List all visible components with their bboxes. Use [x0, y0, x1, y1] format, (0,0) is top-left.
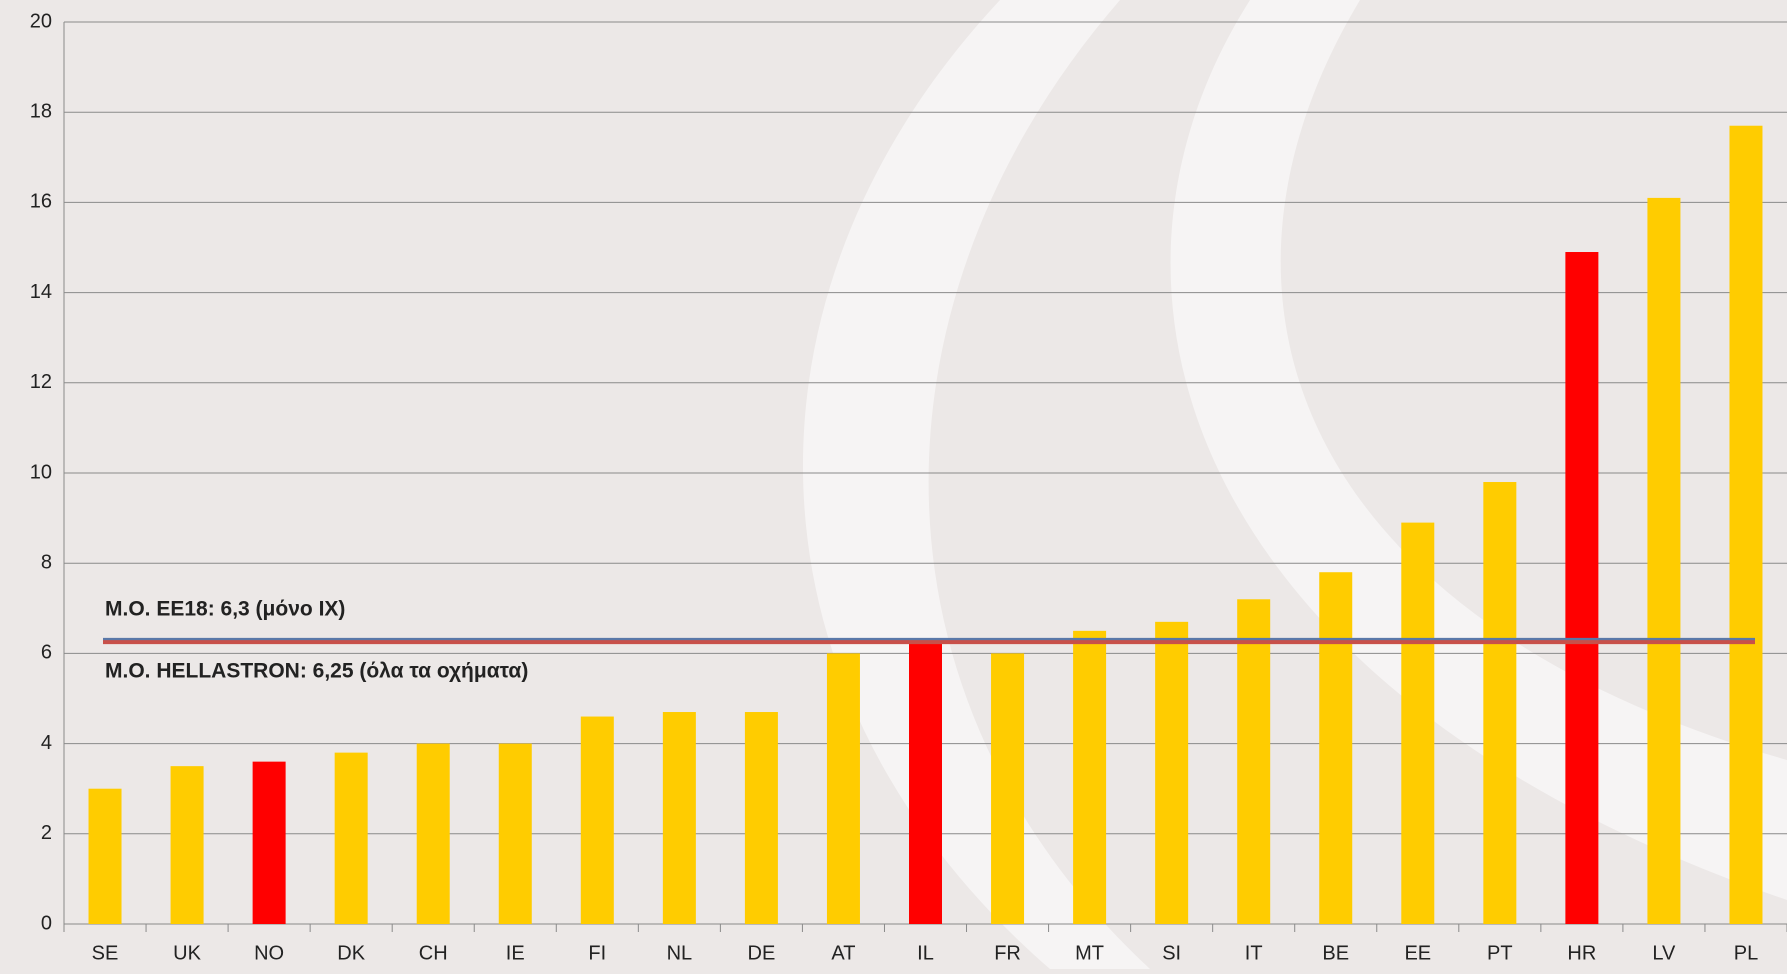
bar — [1155, 621, 1189, 924]
y-tick-label: 0 — [41, 912, 52, 934]
bar — [1237, 599, 1271, 924]
y-tick-label: 16 — [30, 191, 52, 213]
x-tick-label: MT — [1075, 942, 1104, 964]
y-tick-label: 14 — [30, 281, 52, 303]
x-tick-label: PL — [1734, 942, 1758, 964]
bar — [1647, 197, 1681, 924]
x-tick-label: SI — [1162, 942, 1181, 964]
x-tick-label: BE — [1322, 942, 1349, 964]
x-tick-label: IL — [917, 942, 934, 964]
x-tick-label: IT — [1245, 942, 1263, 964]
bar — [1073, 630, 1107, 924]
annotation: Μ.Ο. ΕΕ18: 6,3 (μόνο ΙΧ) — [105, 597, 345, 620]
decor — [802, 0, 1150, 969]
bar — [580, 716, 614, 924]
bar — [991, 653, 1025, 924]
y-tick-label: 2 — [41, 822, 52, 844]
bar — [498, 743, 532, 924]
bar — [662, 712, 696, 924]
bar — [1319, 572, 1353, 924]
bar — [1401, 522, 1435, 924]
x-tick-label: FI — [588, 942, 606, 964]
y-tick-label: 4 — [41, 732, 52, 754]
bar — [1483, 482, 1517, 924]
x-tick-label: DE — [748, 942, 776, 964]
annotation: Μ.Ο. HELLASTRON: 6,25 (όλα τα οχήματα) — [105, 660, 528, 683]
x-tick-label: FR — [994, 942, 1021, 964]
bar — [744, 712, 778, 924]
x-tick-label: NO — [254, 942, 284, 964]
x-tick-label: SE — [92, 942, 119, 964]
x-tick-label: DK — [337, 942, 365, 964]
y-tick-label: 20 — [30, 10, 52, 32]
y-tick-label: 6 — [41, 642, 52, 664]
x-tick-label: CH — [419, 942, 448, 964]
x-tick-label: EE — [1404, 942, 1431, 964]
bar — [88, 788, 122, 924]
bar — [909, 639, 942, 924]
bar — [1729, 125, 1763, 925]
x-tick-label: HR — [1567, 942, 1596, 964]
x-tick-label: PT — [1487, 942, 1513, 964]
x-tick-label: NL — [667, 942, 693, 964]
y-tick-label: 12 — [30, 371, 52, 393]
bar — [170, 766, 204, 924]
bar — [1565, 252, 1599, 924]
y-tick-label: 8 — [41, 551, 52, 573]
x-tick-label: AT — [831, 942, 855, 964]
bar — [416, 743, 450, 924]
y-tick-label: 10 — [30, 461, 52, 483]
x-tick-label: LV — [1652, 942, 1676, 964]
y-tick-label: 18 — [30, 100, 52, 122]
bar — [334, 752, 368, 924]
decor — [1170, 0, 1787, 900]
x-tick-label: IE — [506, 942, 525, 964]
bar — [252, 761, 286, 924]
bar — [826, 653, 860, 924]
x-tick-label: UK — [173, 942, 201, 964]
